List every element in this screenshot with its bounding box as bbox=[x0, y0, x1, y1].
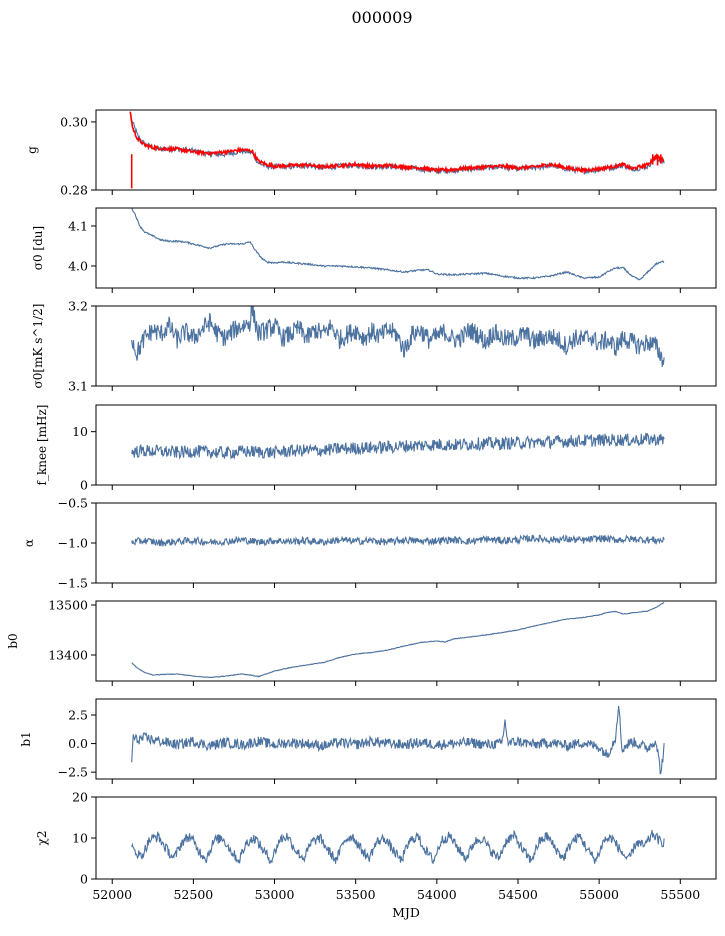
x-axis-label: MJD bbox=[392, 905, 420, 920]
series-line-2 bbox=[129, 111, 665, 175]
series-line-1 bbox=[131, 119, 665, 175]
x-tick-label: 54500 bbox=[498, 887, 538, 902]
panel-3: 3.1 3.2 σ0[mK s^1/2] bbox=[31, 299, 717, 394]
x-tick-label: 52000 bbox=[92, 887, 132, 902]
y-tick-label: 13400 bbox=[48, 648, 88, 663]
series-line-1 bbox=[131, 829, 665, 865]
axes-frame bbox=[95, 600, 717, 682]
panel-8: 0 10 20 52000 52500 53000 53500 54000 54500 55000… bbox=[35, 790, 717, 920]
axes-frame bbox=[95, 404, 717, 486]
panel-7: −2.5 0.0 2.5 b1 bbox=[19, 698, 717, 784]
axes-frame bbox=[95, 305, 717, 387]
series-line-1 bbox=[131, 306, 665, 368]
axes-frame bbox=[95, 109, 717, 191]
panel-5: −1.5 −1.0 −0.5 α bbox=[22, 496, 717, 591]
y-tick-label: 10 bbox=[72, 831, 88, 846]
series-line-1 bbox=[131, 601, 665, 679]
y-tick-label: 0 bbox=[80, 872, 88, 887]
x-tick-label: 55000 bbox=[579, 887, 619, 902]
y-tick-label: 2.5 bbox=[68, 708, 88, 723]
y-tick-label: 20 bbox=[72, 790, 88, 805]
series-line-1 bbox=[131, 533, 665, 547]
panel-2: 4.0 4.1 σ0 [du] bbox=[31, 207, 717, 293]
panel-6: 13400 13500 b0 bbox=[6, 598, 717, 686]
figure-title: 000009 bbox=[351, 8, 412, 27]
y-tick-label: 0 bbox=[80, 478, 88, 493]
x-tick-label: 52500 bbox=[173, 887, 213, 902]
y-tick-label: 10 bbox=[72, 424, 88, 439]
y-tick-label: −2.5 bbox=[58, 765, 88, 780]
axes-frame bbox=[95, 207, 717, 289]
x-tick-label: 54000 bbox=[417, 887, 457, 902]
panels: 0.28 0.30 g 4.0 4.1 σ0 [du] 3.1 3.2 σ0[mK s^1/2]… bbox=[6, 109, 717, 920]
y-tick-label: 0.0 bbox=[68, 736, 88, 751]
x-tick-label: 53500 bbox=[336, 887, 376, 902]
y-tick-label: −1.5 bbox=[58, 576, 88, 591]
y-axis-label: χ2 bbox=[35, 831, 49, 846]
x-tick-label: 55500 bbox=[660, 887, 700, 902]
y-tick-label: 3.2 bbox=[68, 299, 88, 314]
y-tick-label: −0.5 bbox=[58, 496, 88, 511]
panel-4: 0 10 f_knee [mHz] bbox=[35, 404, 717, 493]
y-axis-label: α bbox=[22, 539, 36, 547]
panel-1: 0.28 0.30 g bbox=[25, 109, 717, 198]
y-axis-label: σ0 [du] bbox=[31, 226, 45, 270]
y-tick-label: −1.0 bbox=[58, 536, 88, 551]
y-axis-label: b0 bbox=[6, 633, 20, 648]
axes-frame bbox=[95, 698, 717, 780]
x-tick-label: 53000 bbox=[255, 887, 295, 902]
y-axis-label: g bbox=[25, 146, 39, 154]
y-tick-label: 13500 bbox=[48, 598, 88, 613]
series-line-1 bbox=[131, 706, 665, 775]
y-tick-label: 0.30 bbox=[60, 114, 88, 129]
series-line-1 bbox=[131, 208, 665, 281]
y-axis-label: f_knee [mHz] bbox=[35, 405, 49, 486]
y-tick-label: 4.1 bbox=[68, 219, 88, 234]
y-axis-label: σ0[mK s^1/2] bbox=[31, 304, 45, 389]
y-tick-label: 4.0 bbox=[68, 259, 88, 274]
y-tick-label: 3.1 bbox=[68, 379, 88, 394]
y-tick-label: 0.28 bbox=[60, 183, 88, 198]
series-line-1 bbox=[131, 432, 665, 460]
y-axis-label: b1 bbox=[19, 731, 33, 746]
